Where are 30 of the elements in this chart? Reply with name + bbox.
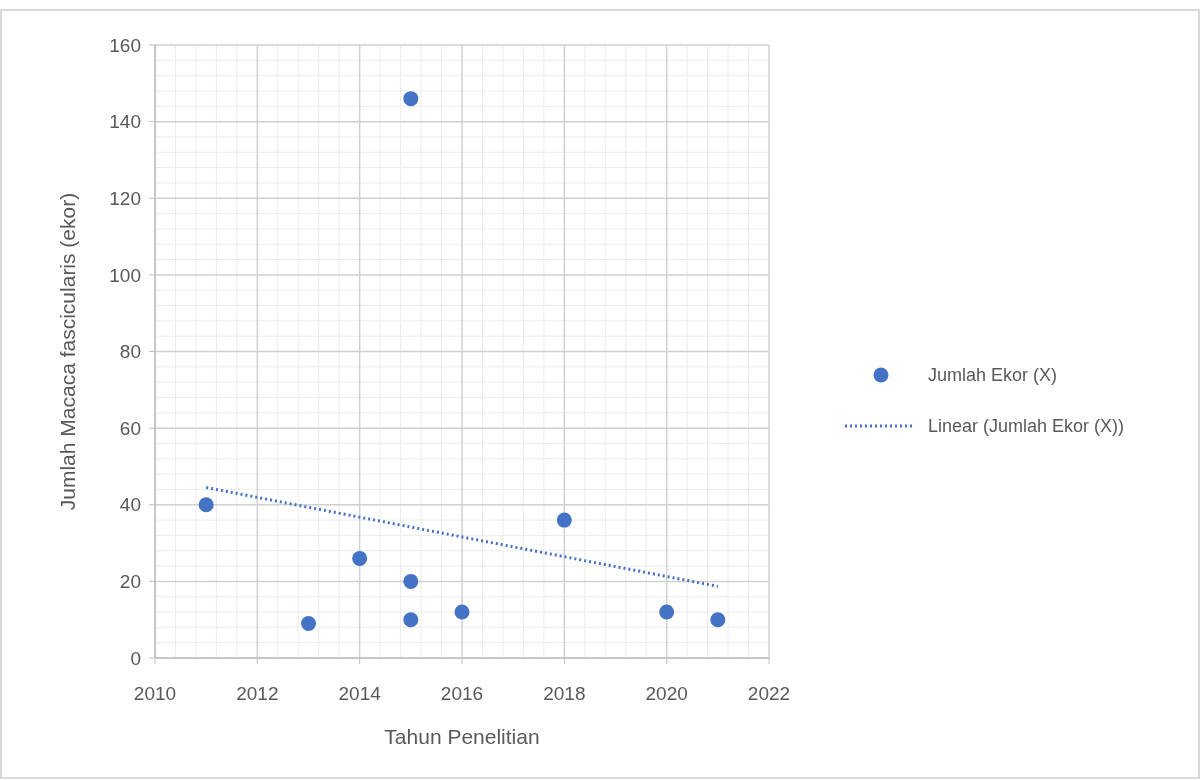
y-tick-label: 140 — [109, 111, 141, 133]
point — [403, 91, 419, 107]
x-tick-label: 2018 — [543, 683, 586, 704]
point — [403, 573, 419, 589]
y-tick-label: 40 — [119, 494, 141, 516]
y-tick-label: 0 — [130, 647, 141, 669]
x-axis-title: Tahun Penelitian — [384, 725, 540, 748]
y-tick-label: 160 — [109, 34, 141, 56]
y-tick-label: 20 — [119, 571, 141, 593]
point — [301, 616, 316, 632]
y-axis-title: Jumlah Macaca fascicularis (ekor) — [56, 192, 79, 511]
x-tick-label: 2012 — [236, 683, 279, 704]
x-tick-label: 2014 — [338, 683, 382, 704]
x-tick-label: 2016 — [440, 683, 484, 704]
point — [556, 512, 572, 528]
point — [659, 604, 675, 620]
legend-label: Linear (Jumlah Ekor (X)) — [928, 416, 1125, 437]
y-tick-label: 60 — [119, 417, 141, 439]
y-tick-label: 120 — [109, 187, 141, 209]
y-tick-label: 80 — [119, 341, 141, 363]
point — [710, 612, 726, 628]
point — [198, 497, 214, 513]
x-tick-label: 2020 — [645, 683, 688, 704]
point — [454, 604, 470, 620]
point — [403, 612, 419, 628]
legend-label: Jumlah Ekor (X) — [928, 365, 1058, 386]
x-tick-label: 2022 — [747, 683, 791, 704]
point — [352, 550, 368, 566]
y-tick-label: 100 — [109, 264, 141, 286]
x-tick-label: 2010 — [133, 683, 177, 704]
